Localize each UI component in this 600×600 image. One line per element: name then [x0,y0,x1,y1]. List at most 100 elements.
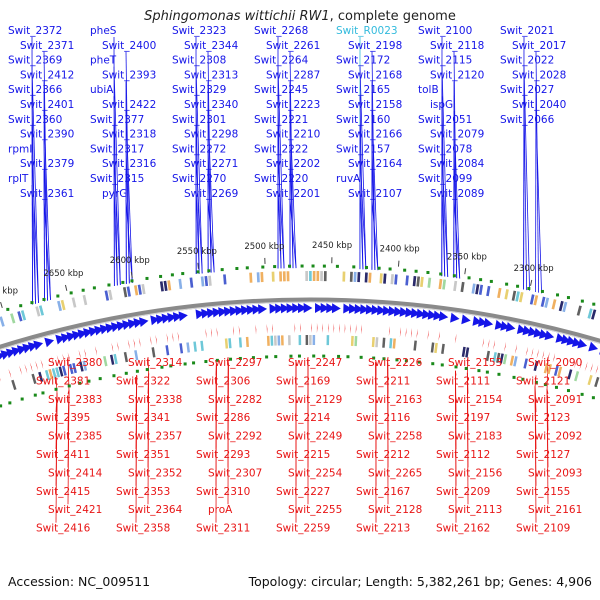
forward-gene-label[interactable]: Swit_2298 [184,129,238,141]
forward-gene-label[interactable]: Swit_2377 [90,114,144,126]
reverse-gene-label[interactable]: Swit_2297 [208,357,262,369]
forward-gene-label[interactable]: Swit_2390 [20,129,74,141]
reverse-gene-label[interactable]: Swit_2183 [448,431,502,443]
reverse-gene-label[interactable]: Swit_2395 [36,412,90,424]
reverse-gene-label[interactable]: Swit_2153 [448,357,502,369]
reverse-gene-label[interactable]: Swit_2161 [528,504,582,516]
forward-gene-label[interactable]: Swit_2379 [20,158,74,170]
reverse-gene-label[interactable]: Swit_2383 [48,394,102,406]
forward-gene-label[interactable]: Swit_2372 [8,25,62,37]
reverse-gene-label[interactable]: Swit_2310 [196,486,250,498]
forward-gene-label[interactable]: Swit_2287 [266,69,320,81]
forward-gene-label[interactable]: Swit_2313 [184,69,238,81]
forward-gene-label[interactable]: Swit_2317 [90,143,144,155]
reverse-gene-label[interactable]: Swit_2091 [528,394,582,406]
forward-gene-label[interactable]: Swit_2393 [102,69,156,81]
reverse-gene-label[interactable]: Swit_2127 [516,449,570,461]
reverse-gene-label[interactable]: Swit_2314 [128,357,183,369]
reverse-gene-label[interactable]: Swit_2352 [128,467,182,479]
reverse-gene-label[interactable]: Swit_2121 [516,375,570,387]
reverse-gene-label[interactable]: Swit_2358 [116,523,170,535]
reverse-gene-label[interactable]: Swit_2211 [356,375,410,387]
reverse-gene-label[interactable]: Swit_2341 [116,412,170,424]
forward-gene-label[interactable]: Swit_2269 [184,188,238,200]
reverse-gene-label[interactable]: Swit_2090 [528,357,582,369]
forward-gene-label[interactable]: Swit_2371 [20,40,74,52]
forward-gene-label[interactable]: Swit_2040 [512,99,566,111]
forward-gene-label[interactable]: Swit_2160 [336,114,390,126]
forward-gene-label[interactable]: Swit_2115 [418,55,472,67]
reverse-gene-label[interactable]: proA [208,504,233,516]
forward-gene-label[interactable]: Swit_2272 [172,143,226,155]
reverse-gene-label[interactable]: Swit_2123 [516,412,570,424]
reverse-gene-label[interactable]: Swit_2286 [196,412,251,424]
reverse-gene-label[interactable]: Swit_2113 [448,504,502,516]
forward-gene-label[interactable]: Swit_2315 [90,173,144,185]
forward-gene-label[interactable]: Swit_2422 [102,99,156,111]
reverse-gene-label[interactable]: Swit_2259 [276,523,330,535]
forward-gene-label[interactable]: Swit_2366 [8,84,63,96]
forward-gene-label[interactable]: Swit_2222 [254,143,308,155]
forward-gene-label[interactable]: Swit_2268 [254,25,308,37]
forward-gene-label[interactable]: Swit_2158 [348,99,402,111]
forward-gene-label[interactable]: Swit_2412 [20,69,74,81]
reverse-gene-label[interactable]: Swit_2249 [288,431,342,443]
forward-gene-label[interactable]: Swit_2118 [430,40,484,52]
reverse-gene-label[interactable]: Swit_2292 [208,431,262,443]
forward-gene-label[interactable]: Swit_2120 [430,69,484,81]
reverse-gene-label[interactable]: Swit_2227 [276,486,330,498]
forward-gene-label[interactable]: Swit_2308 [172,55,226,67]
forward-gene-label[interactable]: Swit_2028 [512,69,566,81]
forward-gene-label[interactable]: Swit_2369 [8,55,62,67]
reverse-gene-label[interactable]: Swit_2381 [36,375,90,387]
reverse-gene-label[interactable]: Swit_2416 [36,523,91,535]
forward-gene-label[interactable]: ruvA [336,173,361,185]
forward-gene-label[interactable]: Swit_2301 [172,114,226,126]
reverse-gene-label[interactable]: Swit_2112 [436,449,490,461]
reverse-gene-label[interactable]: Swit_2421 [48,504,102,516]
reverse-gene-label[interactable]: Swit_2311 [196,523,250,535]
reverse-gene-label[interactable]: Swit_2155 [516,486,570,498]
reverse-gene-label[interactable]: Swit_2414 [48,467,103,479]
reverse-gene-label[interactable]: Swit_2265 [368,467,422,479]
forward-gene-label[interactable]: Swit_2271 [184,158,238,170]
reverse-gene-label[interactable]: Swit_2258 [368,431,422,443]
reverse-gene-label[interactable]: Swit_2162 [436,523,490,535]
reverse-gene-label[interactable]: Swit_2254 [288,467,343,479]
reverse-gene-label[interactable]: Swit_2163 [368,394,422,406]
forward-gene-label[interactable]: Swit_2017 [512,40,566,52]
forward-gene-label[interactable]: Swit_R0023 [336,25,398,37]
reverse-gene-label[interactable]: Swit_2307 [208,467,262,479]
reverse-gene-label[interactable]: Swit_2385 [48,431,102,443]
forward-gene-label[interactable]: Swit_2329 [172,84,226,96]
forward-gene-label[interactable]: Swit_2264 [254,55,309,67]
forward-gene-label[interactable]: ubiA [90,84,114,96]
reverse-gene-label[interactable]: Swit_2169 [276,375,330,387]
reverse-gene-label[interactable]: Swit_2092 [528,431,582,443]
reverse-gene-label[interactable]: Swit_2282 [208,394,262,406]
forward-gene-label[interactable]: Swit_2165 [336,84,390,96]
forward-gene-label[interactable]: Swit_2022 [500,55,554,67]
forward-gene-label[interactable]: Swit_2078 [418,143,472,155]
forward-gene-label[interactable]: tolB [418,84,439,96]
forward-gene-label[interactable]: ispG [430,99,453,111]
reverse-gene-label[interactable]: Swit_2116 [356,412,411,424]
reverse-gene-label[interactable]: Swit_2154 [448,394,503,406]
forward-gene-label[interactable]: Swit_2166 [348,129,403,141]
reverse-gene-label[interactable]: Swit_2255 [288,504,342,516]
reverse-gene-label[interactable]: Swit_2215 [276,449,330,461]
forward-gene-label[interactable]: Swit_2198 [348,40,402,52]
forward-gene-label[interactable]: Swit_2318 [102,129,156,141]
reverse-gene-label[interactable]: Swit_2111 [436,375,490,387]
reverse-gene-label[interactable]: Swit_2411 [36,449,90,461]
forward-gene-label[interactable]: Swit_2099 [418,173,472,185]
reverse-gene-label[interactable]: Swit_2212 [356,449,410,461]
forward-gene-label[interactable]: Swit_2027 [500,84,554,96]
forward-gene-label[interactable]: Swit_2202 [266,158,320,170]
reverse-gene-label[interactable]: Swit_2156 [448,467,503,479]
forward-gene-label[interactable]: Swit_2344 [184,40,239,52]
reverse-gene-label[interactable]: Swit_2364 [128,504,183,516]
forward-gene-label[interactable]: Swit_2201 [266,188,320,200]
forward-gene-label[interactable]: pheS [90,25,117,37]
forward-gene-label[interactable]: rpmI [8,143,32,155]
